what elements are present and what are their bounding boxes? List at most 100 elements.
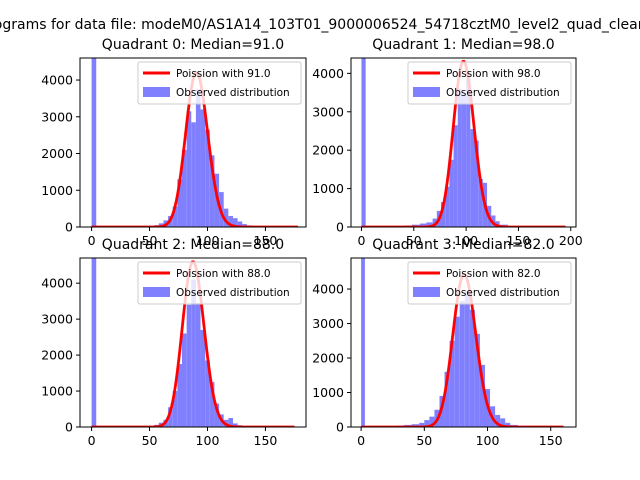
histogram-bar	[91, 58, 97, 227]
histogram-bar	[181, 149, 187, 227]
histogram-bar	[429, 416, 435, 427]
poisson-curve	[361, 60, 566, 227]
histogram-bar	[200, 109, 206, 227]
histogram-bar	[205, 129, 210, 227]
y-tick-label: 0	[65, 420, 73, 435]
histogram-bar	[228, 418, 233, 427]
legend-label: Observed distribution	[446, 87, 560, 99]
x-tick-label: 100	[196, 233, 220, 248]
y-tick-label: 4000	[41, 276, 73, 291]
x-tick-label: 50	[142, 233, 158, 248]
legend-bar-swatch	[143, 87, 170, 97]
histogram-bar	[361, 58, 366, 227]
histogram-bar	[223, 208, 229, 227]
histogram-bar	[181, 333, 187, 427]
legend-box	[407, 61, 572, 105]
histogram-bar	[186, 304, 192, 427]
y-tick-label: 2000	[41, 348, 73, 363]
y-tick-label: 2000	[312, 143, 344, 158]
subplot-title: Quadrant 1: Median=98.0	[372, 37, 554, 53]
histogram-bar	[195, 302, 201, 427]
x-tick-label: 150	[254, 433, 278, 448]
y-tick-label: 4000	[41, 73, 73, 88]
y-tick-label: 0	[65, 220, 73, 235]
histogram-bar	[469, 309, 475, 427]
plot-area	[361, 58, 566, 227]
subplot-quadrant-3: 0 50 100 150 0 1000 2000 3000 4000 Quadrant 3: Me…	[312, 237, 577, 448]
y-tick-label: 4000	[312, 282, 344, 297]
histogram-bar	[209, 382, 215, 427]
histogram-bar	[461, 94, 467, 227]
x-tick-label: 50	[142, 433, 158, 448]
histogram-bar	[505, 422, 511, 427]
histogram-bar	[449, 159, 454, 227]
y-tick-label: 3000	[312, 316, 344, 331]
legend-label: Poission with 88.0	[176, 268, 271, 280]
histogram-bar	[177, 179, 182, 227]
legend-label: Observed distribution	[176, 87, 290, 99]
histogram-bar	[419, 422, 425, 427]
y-tick-label: 1000	[312, 385, 344, 400]
histogram-bar	[91, 258, 97, 427]
x-tick-label: 150	[539, 433, 563, 448]
histogram-bar	[168, 407, 173, 427]
histogram-bar	[209, 155, 215, 227]
histogram-bar	[426, 222, 433, 227]
legend-label: Poission with 82.0	[446, 268, 541, 280]
histogram-bar	[495, 414, 501, 427]
legend-bar-swatch	[143, 287, 170, 297]
x-tick-label: 150	[254, 233, 278, 248]
legend-box	[137, 61, 302, 105]
histogram-bar	[495, 221, 500, 227]
y-tick-label: 1000	[41, 183, 73, 198]
y-tick-label: 2000	[312, 351, 344, 366]
histogram-bar	[191, 279, 196, 427]
x-tick-label: 0	[357, 233, 365, 248]
histogram-bar	[441, 202, 446, 227]
histogram-bar	[172, 391, 178, 427]
legend-box	[407, 261, 572, 305]
figure-suptitle: Histograms for data file: modeM0/AS1A14_…	[0, 17, 640, 33]
histogram-bar	[449, 340, 455, 427]
x-tick-label: 200	[559, 233, 583, 248]
histogram-bar	[478, 178, 483, 227]
histogram-bar	[453, 125, 458, 227]
x-tick-label: 100	[476, 433, 500, 448]
y-tick-label: 3000	[41, 109, 73, 124]
histogram-bar	[191, 122, 196, 227]
x-tick-label: 0	[357, 433, 365, 448]
subplot-title: Quadrant 3: Median=82.0	[372, 237, 554, 253]
axes-frame	[350, 257, 577, 428]
axes-frame	[79, 57, 307, 228]
x-tick-label: 50	[406, 233, 422, 248]
histogram-bar	[500, 418, 506, 427]
y-tick-label: 0	[336, 220, 344, 235]
histogram-bar	[237, 221, 243, 227]
legend-box	[137, 261, 302, 305]
legend-bar-swatch	[413, 87, 440, 97]
x-tick-label: 100	[196, 433, 220, 448]
histogram-bar	[228, 215, 233, 227]
subplot-quadrant-2: 0 50 100 150 0 1000 2000 3000 4000 Quadrant 2: Me…	[41, 237, 307, 448]
histogram-bar	[459, 301, 465, 427]
legend-label: Poission with 98.0	[446, 68, 541, 80]
histogram-bar	[361, 258, 365, 427]
y-tick-label: 0	[336, 420, 344, 435]
legend-label: Poission with 91.0	[176, 68, 271, 80]
histogram-bar	[420, 223, 427, 227]
histogram-bar	[200, 329, 206, 427]
x-tick-label: 0	[88, 433, 96, 448]
legend: Poission with 82.0 Observed distribution	[407, 261, 572, 305]
histogram-bar	[232, 423, 238, 427]
histogram-bar	[474, 140, 479, 227]
histogram-bar	[464, 290, 470, 427]
legend-bar-swatch	[413, 287, 440, 297]
subplot-title: Quadrant 2: Median=88.0	[102, 237, 284, 253]
histogram-bar	[195, 89, 201, 227]
subplot-quadrant-0: 0 50 100 150 0 1000 2000 3000 4000 Quadrant 0: Me…	[41, 37, 307, 248]
axes-frame	[350, 57, 577, 228]
y-tick-label: 3000	[41, 312, 73, 327]
